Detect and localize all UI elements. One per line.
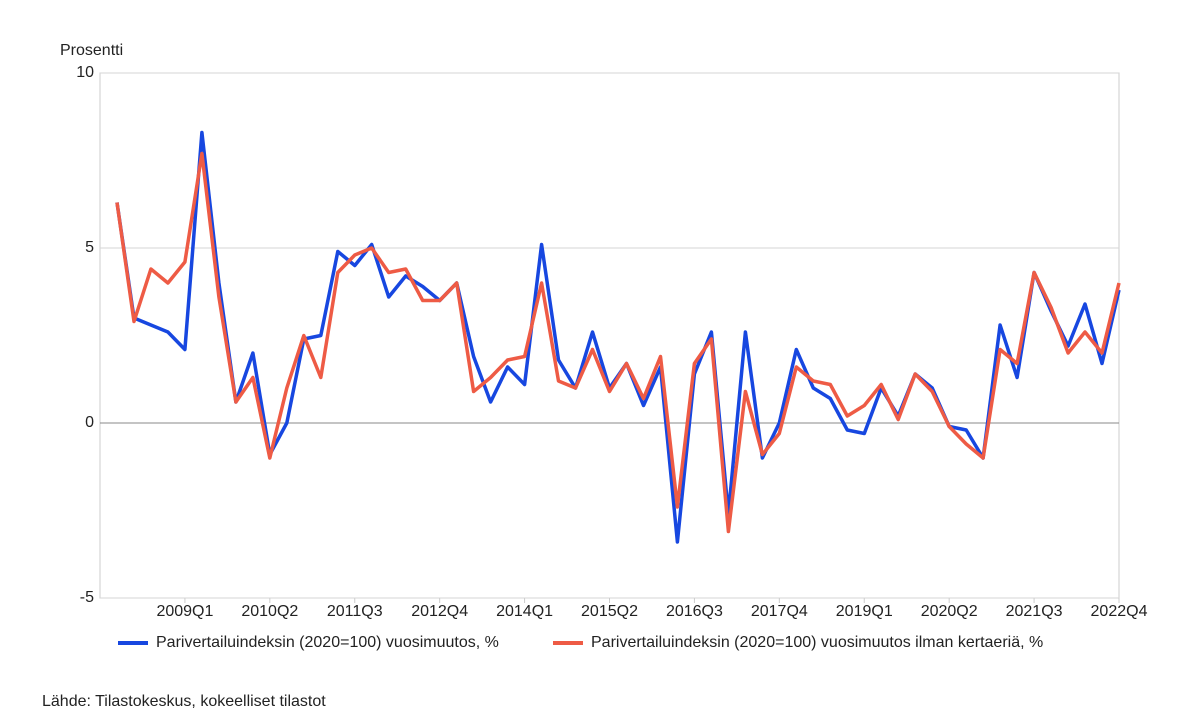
x-tick-label: 2019Q1 [836,603,893,620]
y-tick-label: 5 [85,239,94,256]
x-tick-label: 2012Q4 [411,603,468,620]
source-note: Lähde: Tilastokeskus, kokeelliset tilast… [42,693,326,710]
y-tick-label: -5 [80,589,94,606]
y-axis-title: Prosentti [60,42,123,59]
x-tick-label: 2020Q2 [921,603,978,620]
series-line [115,130,1121,544]
x-tick-label: 2015Q2 [581,603,638,620]
x-tick-label: 2017Q4 [751,603,808,620]
x-tick-label: 2016Q3 [666,603,723,620]
y-tick-label: 10 [76,64,94,81]
legend-label: Parivertailuindeksin (2020=100) vuosimuu… [156,634,499,651]
x-tick-label: 2009Q1 [156,603,213,620]
x-tick-label: 2010Q2 [241,603,298,620]
x-tick-label: 2022Q4 [1091,603,1148,620]
legend-label: Parivertailuindeksin (2020=100) vuosimuu… [591,634,1043,651]
plot-frame [99,72,1120,599]
y-tick-label: 0 [85,414,94,431]
x-tick-label: 2014Q1 [496,603,553,620]
x-tick-label: 2021Q3 [1006,603,1063,620]
x-tick-label: 2011Q3 [327,603,383,620]
series-line [115,151,1121,534]
